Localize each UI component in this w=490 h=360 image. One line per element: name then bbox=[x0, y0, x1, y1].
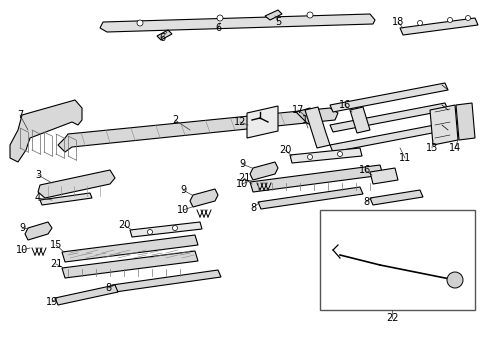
Text: 8: 8 bbox=[250, 203, 256, 213]
Circle shape bbox=[417, 21, 422, 26]
Text: 8: 8 bbox=[363, 197, 369, 207]
Text: 6: 6 bbox=[159, 33, 165, 43]
Circle shape bbox=[447, 272, 463, 288]
Circle shape bbox=[172, 225, 177, 230]
Text: 19: 19 bbox=[46, 297, 58, 307]
Circle shape bbox=[447, 18, 452, 22]
Circle shape bbox=[137, 20, 143, 26]
Text: 7: 7 bbox=[17, 110, 23, 120]
Polygon shape bbox=[25, 222, 52, 240]
Text: 6: 6 bbox=[215, 23, 221, 33]
Text: 13: 13 bbox=[426, 143, 438, 153]
Circle shape bbox=[338, 152, 343, 157]
Polygon shape bbox=[258, 187, 363, 209]
Polygon shape bbox=[265, 10, 282, 20]
Text: 20: 20 bbox=[118, 220, 130, 230]
Text: 22: 22 bbox=[386, 313, 398, 323]
Text: 16: 16 bbox=[339, 100, 351, 110]
Circle shape bbox=[466, 15, 470, 21]
Polygon shape bbox=[330, 123, 448, 152]
Text: 5: 5 bbox=[275, 17, 281, 27]
Text: 11: 11 bbox=[399, 153, 411, 163]
Polygon shape bbox=[456, 103, 475, 140]
Polygon shape bbox=[10, 100, 82, 162]
Text: 9: 9 bbox=[180, 185, 186, 195]
Polygon shape bbox=[430, 105, 458, 145]
Text: 10: 10 bbox=[236, 179, 248, 189]
Polygon shape bbox=[62, 235, 198, 262]
Polygon shape bbox=[250, 162, 278, 180]
Text: 9: 9 bbox=[239, 159, 245, 169]
Polygon shape bbox=[58, 108, 338, 152]
Circle shape bbox=[308, 154, 313, 159]
Circle shape bbox=[307, 12, 313, 18]
Polygon shape bbox=[305, 107, 330, 148]
Text: 10: 10 bbox=[16, 245, 28, 255]
Polygon shape bbox=[55, 285, 118, 305]
Text: 4: 4 bbox=[35, 193, 41, 203]
Text: 17: 17 bbox=[292, 105, 304, 115]
Polygon shape bbox=[350, 107, 370, 133]
Polygon shape bbox=[330, 83, 448, 112]
Text: 3: 3 bbox=[35, 170, 41, 180]
Polygon shape bbox=[400, 18, 478, 35]
Polygon shape bbox=[40, 193, 92, 205]
Text: 21: 21 bbox=[50, 259, 62, 269]
Bar bbox=[320, 210, 475, 310]
Text: 9: 9 bbox=[19, 223, 25, 233]
Circle shape bbox=[217, 15, 223, 21]
Text: 14: 14 bbox=[449, 143, 461, 153]
Text: 8: 8 bbox=[105, 283, 111, 293]
Polygon shape bbox=[38, 170, 115, 198]
Text: 1: 1 bbox=[302, 115, 308, 125]
Circle shape bbox=[147, 230, 152, 234]
Polygon shape bbox=[157, 30, 172, 40]
Text: 21: 21 bbox=[238, 173, 250, 183]
Polygon shape bbox=[296, 108, 320, 124]
Polygon shape bbox=[112, 270, 221, 292]
Polygon shape bbox=[130, 222, 202, 237]
Text: 16: 16 bbox=[359, 165, 371, 175]
Polygon shape bbox=[100, 14, 375, 32]
Polygon shape bbox=[250, 165, 383, 192]
Text: 18: 18 bbox=[392, 17, 404, 27]
Text: 15: 15 bbox=[50, 240, 62, 250]
Polygon shape bbox=[330, 103, 448, 132]
Polygon shape bbox=[62, 251, 198, 278]
Polygon shape bbox=[370, 190, 423, 205]
Polygon shape bbox=[247, 106, 278, 138]
Polygon shape bbox=[290, 148, 362, 163]
Polygon shape bbox=[370, 168, 398, 184]
Text: 2: 2 bbox=[172, 115, 178, 125]
Text: 10: 10 bbox=[177, 205, 189, 215]
Text: 20: 20 bbox=[279, 145, 291, 155]
Polygon shape bbox=[190, 189, 218, 207]
Text: 12: 12 bbox=[234, 117, 246, 127]
